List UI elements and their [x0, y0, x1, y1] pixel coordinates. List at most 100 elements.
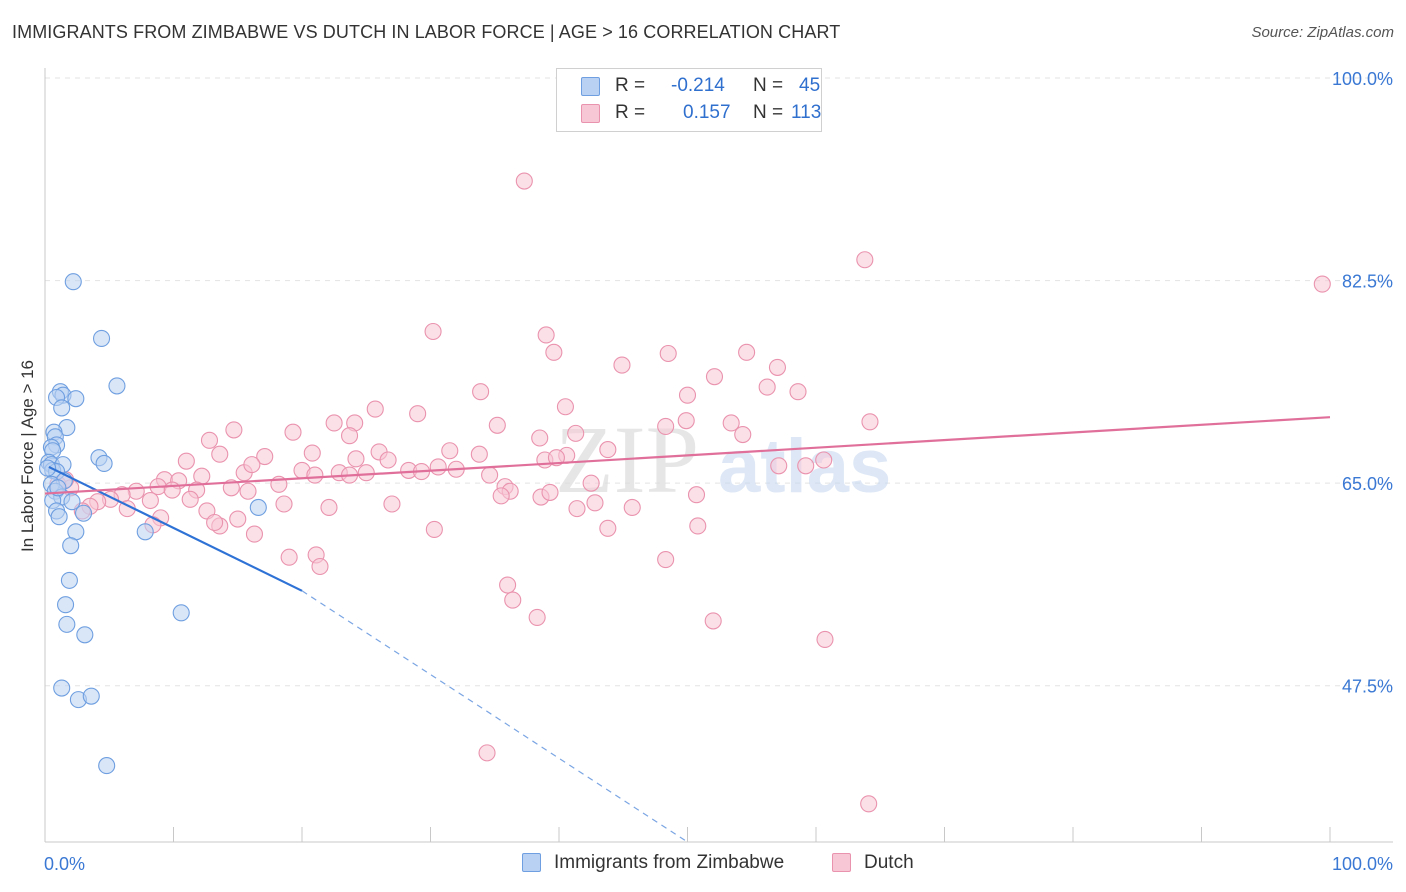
dutch-point	[567, 424, 585, 442]
dutch-point	[206, 513, 224, 532]
dutch-point	[545, 343, 563, 361]
zimbabwe-trend-extension	[301, 590, 688, 843]
dutch-point	[770, 457, 788, 475]
dutch-point	[515, 172, 533, 190]
y-tick-label: 82.5%	[1342, 272, 1393, 292]
y-tick-label: 100.0%	[1332, 69, 1393, 89]
dutch-point	[613, 356, 631, 374]
dutch-point	[239, 482, 257, 500]
legend-r-value: -0.214	[671, 75, 725, 96]
legend-n-value: 113	[791, 102, 822, 123]
dutch-point	[722, 414, 740, 432]
chart-title: IMMIGRANTS FROM ZIMBABWE VS DUTCH IN LAB…	[12, 22, 841, 42]
legend-swatch-dutch	[581, 104, 600, 123]
x-tick-label: 100.0%	[1332, 854, 1393, 874]
legend-swatch-zimbabwe	[581, 77, 600, 96]
tick-labels: 100.0% 82.5% 65.0% 47.5% 0.0% 100.0%	[44, 69, 1393, 874]
dutch-point	[181, 490, 199, 508]
zimbabwe-point	[53, 399, 71, 417]
dutch-point	[481, 466, 499, 484]
zimbabwe-point	[136, 523, 154, 541]
zimbabwe-point	[172, 604, 190, 622]
source-credit: Source: ZipAtlas.com	[1251, 24, 1394, 41]
dutch-point	[320, 498, 338, 517]
dutch-point	[441, 442, 459, 460]
legend-n-label: N =	[753, 75, 784, 96]
dutch-point	[303, 444, 321, 462]
dutch-point	[815, 451, 833, 469]
dutch-point	[758, 378, 776, 396]
dutch-point	[243, 456, 261, 474]
dutch-point	[582, 474, 600, 492]
dutch-point	[689, 517, 707, 535]
zimbabwe-point	[76, 626, 94, 644]
dutch-point	[472, 383, 490, 401]
dutch-point	[659, 344, 677, 363]
dutch-point	[861, 413, 879, 431]
zimbabwe-point	[63, 493, 81, 511]
dutch-point	[306, 466, 324, 484]
zimbabwe-point	[98, 757, 116, 775]
dutch-point	[245, 525, 264, 543]
dutch-point	[225, 421, 243, 439]
dutch-point	[357, 464, 375, 482]
dutch-point	[425, 520, 443, 539]
dutch-point	[586, 494, 604, 512]
dutch-point	[256, 447, 274, 466]
zimbabwe-point	[67, 390, 85, 408]
dutch-point	[488, 416, 506, 434]
dutch-point	[478, 744, 496, 762]
dutch-point	[499, 576, 517, 594]
dutch-point	[424, 322, 442, 341]
dutch-point	[599, 519, 617, 537]
dutch-point	[275, 495, 293, 513]
zimbabwe-point	[82, 687, 100, 705]
dutch-point	[734, 425, 752, 444]
dutch-point	[657, 417, 675, 435]
dutch-point	[325, 414, 343, 432]
zimbabwe-point	[58, 615, 76, 633]
zimbabwe-point	[57, 596, 75, 614]
dutch-point	[556, 398, 574, 416]
zimbabwe-point	[249, 498, 267, 517]
dutch-point	[738, 343, 756, 361]
legend-n-value: 45	[799, 75, 821, 96]
dutch-point	[528, 608, 546, 626]
dutch-point	[789, 383, 807, 401]
dutch-point	[531, 429, 549, 447]
dutch-point	[623, 498, 641, 517]
y-tick-label: 65.0%	[1342, 474, 1393, 494]
dutch-point	[687, 486, 706, 504]
dutch-point	[284, 423, 302, 441]
dutch-point	[429, 458, 447, 476]
bottom-legend-label-zimbabwe: Immigrants from Zimbabwe	[554, 852, 785, 873]
dutch-point	[409, 405, 427, 423]
dutch-point	[163, 481, 181, 499]
zimbabwe-point	[62, 537, 80, 555]
correlation-legend: R = -0.214 N = 45 R = 0.157 N = 113	[556, 68, 822, 132]
zimbabwe-trend-line	[48, 465, 303, 592]
trend-lines	[44, 416, 1331, 843]
dutch-point	[366, 400, 384, 418]
dutch-point	[379, 451, 397, 469]
legend-r-label: R =	[615, 75, 646, 96]
dutch-point	[860, 795, 878, 813]
dutch-point	[816, 630, 834, 648]
bottom-legend-swatch-dutch	[832, 853, 851, 872]
zimbabwe-point	[95, 454, 113, 473]
zimbabwe-point	[108, 377, 126, 395]
dutch-point	[547, 449, 565, 467]
y-tick-label: 47.5%	[1342, 677, 1393, 697]
dutch-point	[704, 612, 722, 630]
dutch-point	[537, 326, 555, 344]
dutch-point	[657, 551, 675, 569]
zimbabwe-point	[92, 329, 111, 348]
zimbabwe-point	[50, 508, 68, 526]
dutch-point	[340, 427, 359, 445]
dutch-point	[311, 557, 329, 576]
dutch-point	[383, 495, 401, 513]
zimbabwe-point	[39, 459, 57, 477]
dutch-point	[599, 441, 617, 459]
dutch-point	[797, 457, 815, 475]
dutch-point	[229, 510, 247, 528]
